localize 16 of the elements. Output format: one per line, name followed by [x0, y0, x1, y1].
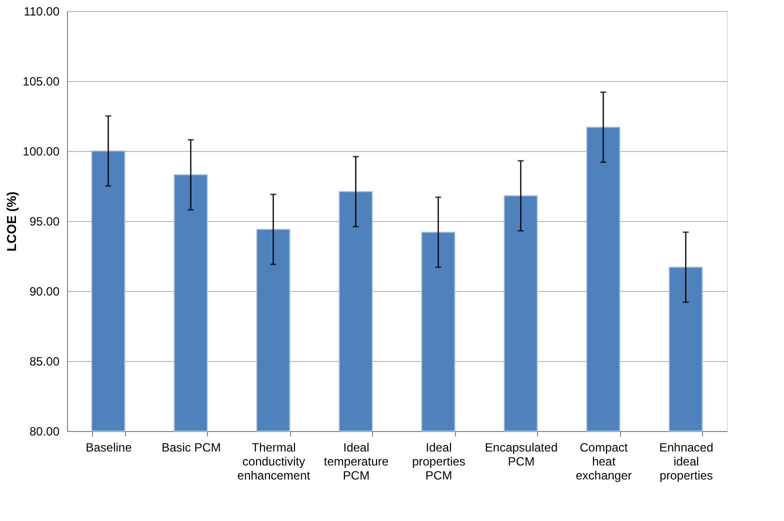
- x-tick-label: Encapsulated PCM: [484, 440, 558, 468]
- x-tick-label: Baseline: [86, 440, 132, 454]
- y-tick-label: 90.00: [29, 284, 60, 298]
- y-tick-label: 80.00: [29, 424, 60, 438]
- y-tick-label: 100.00: [22, 144, 60, 158]
- x-tick-label: Basic PCM: [162, 440, 221, 454]
- y-tick-label: 105.00: [22, 74, 60, 88]
- y-axis-title: LCOE (%): [4, 192, 19, 252]
- y-tick-label: 110.00: [24, 4, 60, 18]
- y-tick-label: 85.00: [29, 354, 60, 368]
- y-tick-label: 95.00: [29, 214, 60, 228]
- x-tick-label: Ideal properties PCM: [412, 440, 466, 482]
- x-tick-label: Compact heat exchanger: [576, 440, 632, 482]
- x-tick-label: Ideal temperature PCM: [324, 440, 389, 482]
- x-tick-label: Thermal conductivity enhancement: [237, 440, 311, 482]
- x-tick-label: Enhnaced ideal properties: [659, 440, 714, 482]
